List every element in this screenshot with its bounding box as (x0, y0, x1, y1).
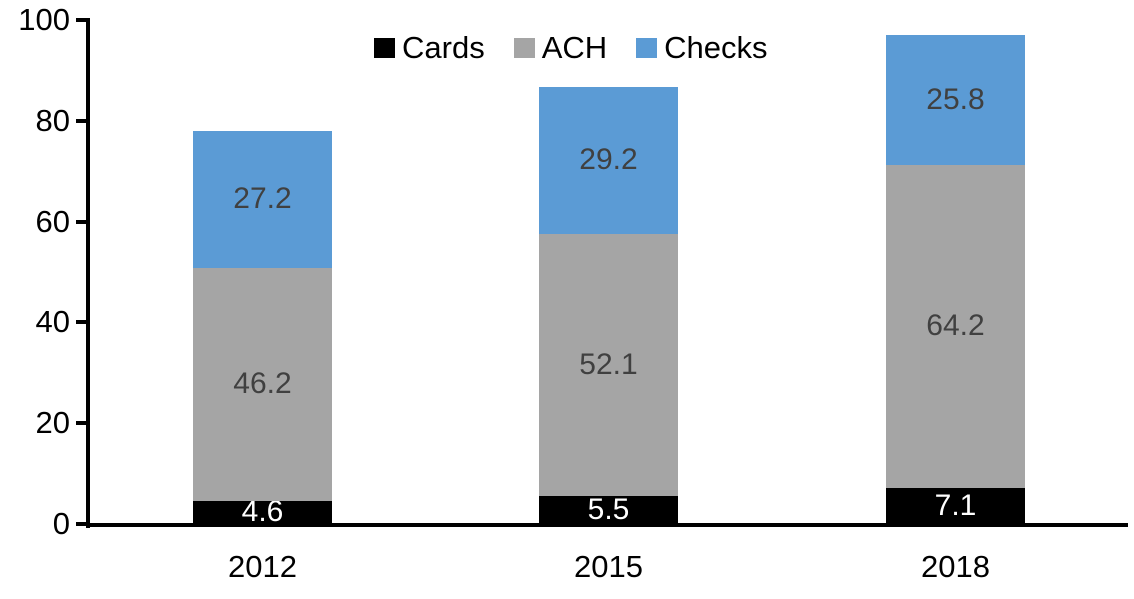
y-axis-tick-label: 60 (35, 203, 70, 239)
data-label-cards-2018: 7.1 (934, 489, 977, 523)
legend-item-ach: ACH (513, 30, 608, 66)
y-axis-tick (76, 421, 86, 426)
x-axis-label-2015: 2015 (574, 549, 643, 584)
bar-2012-segment-ach: 46.2 (193, 267, 332, 501)
legend-swatch-cards-icon (374, 38, 395, 58)
y-axis-line (86, 18, 90, 528)
bar-2012-segment-cards: 4.6 (193, 497, 332, 527)
bar-2018-segment-cards: 7.1 (886, 488, 1025, 524)
bar-2018-segment-checks: 25.8 (886, 34, 1025, 165)
y-axis-tick-label: 20 (35, 405, 70, 441)
legend: Cards ACH Checks (374, 30, 768, 66)
bar-2012-segment-checks: 27.2 (193, 130, 332, 268)
y-axis-tick (76, 522, 86, 526)
legend-item-checks: Checks (636, 30, 768, 66)
data-label-cards-2015: 5.5 (587, 493, 630, 527)
data-label-cards-2012: 4.6 (241, 495, 284, 529)
x-axis-label-2018: 2018 (921, 549, 990, 584)
legend-label-ach: ACH (541, 30, 608, 65)
data-label-ach-2018: 64.2 (926, 309, 985, 343)
y-axis-tick (76, 320, 86, 325)
y-axis-tick (76, 118, 86, 123)
data-label-checks-2018: 25.8 (926, 82, 985, 116)
data-label-ach-2012: 46.2 (233, 367, 292, 401)
y-axis-tick (76, 18, 86, 22)
y-axis-tick-label: 80 (35, 102, 70, 138)
y-axis-tick (76, 219, 86, 224)
data-label-ach-2015: 52.1 (579, 347, 638, 381)
legend-swatch-checks-icon (636, 38, 658, 58)
y-axis-tick-label: 100 (18, 2, 70, 37)
bar-2015-segment-checks: 29.2 (539, 86, 678, 234)
bar-2015-segment-cards: 5.5 (539, 493, 678, 527)
data-label-checks-2015: 29.2 (579, 143, 638, 177)
legend-item-cards: Cards (374, 30, 485, 66)
data-label-checks-2012: 27.2 (233, 182, 292, 216)
legend-label-cards: Cards (402, 30, 485, 65)
x-axis-line (86, 523, 1128, 527)
legend-swatch-ach-icon (513, 38, 535, 58)
y-axis-tick-label: 40 (35, 304, 70, 340)
bar-2015-segment-ach: 52.1 (539, 233, 678, 497)
x-axis-label-2012: 2012 (228, 549, 297, 584)
bar-2018-segment-ach: 64.2 (886, 164, 1025, 489)
legend-label-checks: Checks (664, 30, 768, 65)
y-axis-tick-label: 0 (52, 506, 70, 541)
